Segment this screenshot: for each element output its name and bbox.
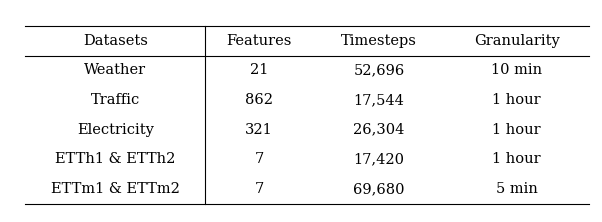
Text: 26,304: 26,304 xyxy=(353,123,405,137)
Text: ETTh1 & ETTh2: ETTh1 & ETTh2 xyxy=(55,152,175,166)
Text: 17,420: 17,420 xyxy=(353,152,405,166)
Text: 7: 7 xyxy=(255,152,264,166)
Text: 10 min: 10 min xyxy=(491,63,542,77)
Text: 7: 7 xyxy=(255,182,264,196)
Text: Granularity: Granularity xyxy=(474,34,560,48)
Text: 52,696: 52,696 xyxy=(353,63,405,77)
Text: Timesteps: Timesteps xyxy=(341,34,417,48)
Text: 5 min: 5 min xyxy=(496,182,538,196)
Text: 69,680: 69,680 xyxy=(353,182,405,196)
Text: Datasets: Datasets xyxy=(83,34,147,48)
Text: 862: 862 xyxy=(245,93,273,107)
Text: 17,544: 17,544 xyxy=(353,93,405,107)
Text: Electricity: Electricity xyxy=(77,123,154,137)
Text: Features: Features xyxy=(226,34,292,48)
Text: 1 hour: 1 hour xyxy=(492,123,541,137)
Text: Weather: Weather xyxy=(84,63,146,77)
Text: 21: 21 xyxy=(250,63,268,77)
Text: 1 hour: 1 hour xyxy=(492,152,541,166)
Text: Traffic: Traffic xyxy=(91,93,140,107)
Text: ETTm1 & ETTm2: ETTm1 & ETTm2 xyxy=(51,182,179,196)
Text: 1 hour: 1 hour xyxy=(492,93,541,107)
Text: 321: 321 xyxy=(245,123,273,137)
